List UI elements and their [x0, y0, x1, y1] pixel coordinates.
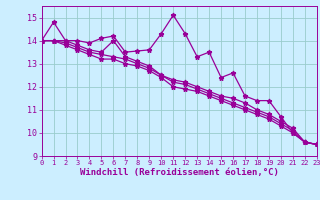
X-axis label: Windchill (Refroidissement éolien,°C): Windchill (Refroidissement éolien,°C)	[80, 168, 279, 177]
